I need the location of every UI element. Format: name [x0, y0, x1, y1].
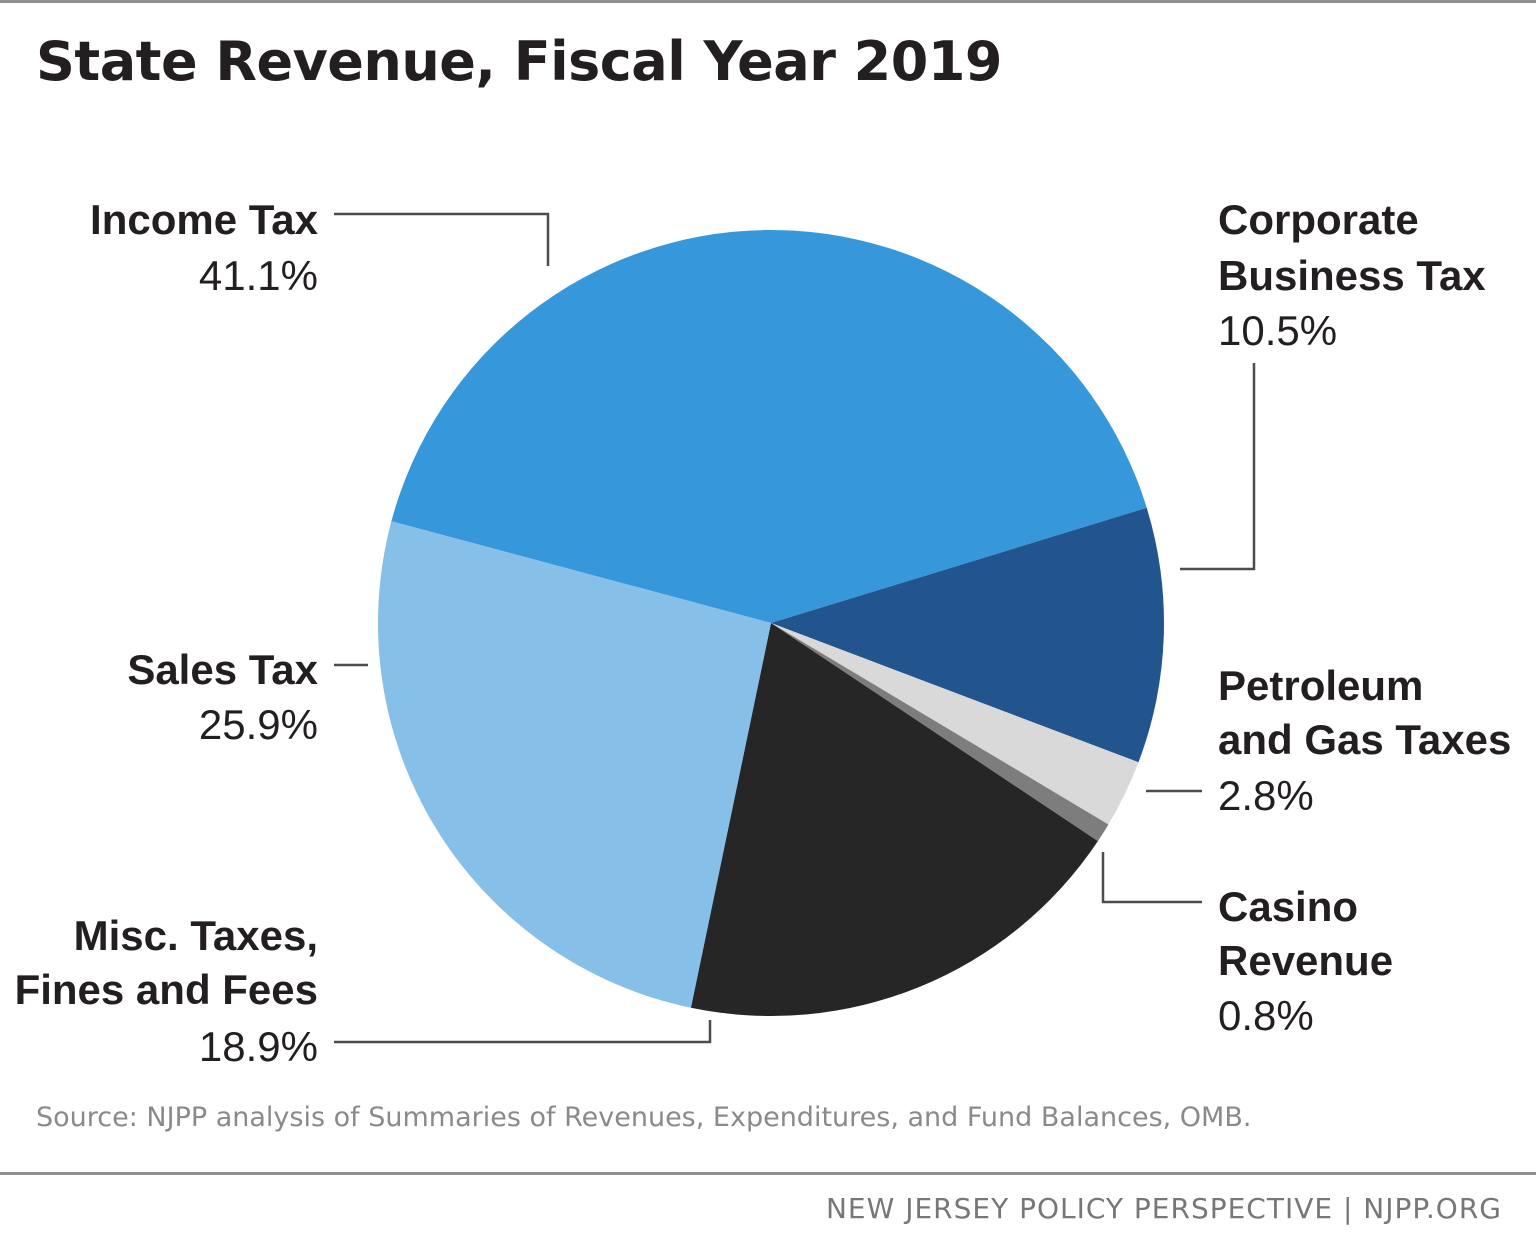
label-income-name: Income Tax	[90, 196, 319, 243]
leader-line-income	[334, 212, 550, 266]
label-corporate-value: 10.5%	[1218, 307, 1337, 354]
label-corporate-name-1: Corporate	[1218, 196, 1419, 243]
label-sales-name: Sales Tax	[127, 646, 318, 693]
slice-misc-taxes-fines-and-fees	[690, 623, 1098, 1016]
leader-line-misc	[334, 1020, 712, 1044]
slice-income-tax	[391, 229, 1147, 623]
label-petroleum-value: 2.8%	[1218, 772, 1314, 819]
label-sales-value: 25.9%	[199, 701, 318, 748]
slice-corporate-business-tax	[771, 507, 1164, 763]
bottom-rule	[0, 1172, 1536, 1175]
slice-petroleum-and-gas-taxes	[771, 623, 1139, 825]
label-misc-name-1: Misc. Taxes,	[74, 912, 318, 959]
slice-sales-tax	[377, 521, 771, 1008]
leader-lines	[334, 212, 1256, 1044]
leader-line-casino	[1101, 852, 1202, 904]
pie-slices	[377, 229, 1164, 1016]
label-misc-value: 18.9%	[199, 1023, 318, 1070]
label-casino-name-1: Casino	[1218, 883, 1358, 930]
label-petroleum-name-2: and Gas Taxes	[1218, 716, 1511, 763]
label-petroleum-name-1: Petroleum	[1218, 662, 1423, 709]
leader-line-corporate	[1180, 363, 1256, 571]
label-income-value: 41.1%	[199, 252, 318, 299]
label-casino-name-2: Revenue	[1218, 937, 1393, 984]
chart-title: State Revenue, Fiscal Year 2019	[36, 30, 1002, 93]
top-rule	[0, 0, 1536, 3]
slice-casino-revenue	[771, 623, 1109, 842]
label-misc-name-2: Fines and Fees	[15, 966, 318, 1013]
label-casino-value: 0.8%	[1218, 992, 1314, 1039]
source-note: Source: NJPP analysis of Summaries of Re…	[36, 1102, 1252, 1133]
label-corporate-name-2: Business Tax	[1218, 252, 1486, 299]
footer-credit: NEW JERSEY POLICY PERSPECTIVE | NJPP.ORG	[825, 1192, 1502, 1225]
